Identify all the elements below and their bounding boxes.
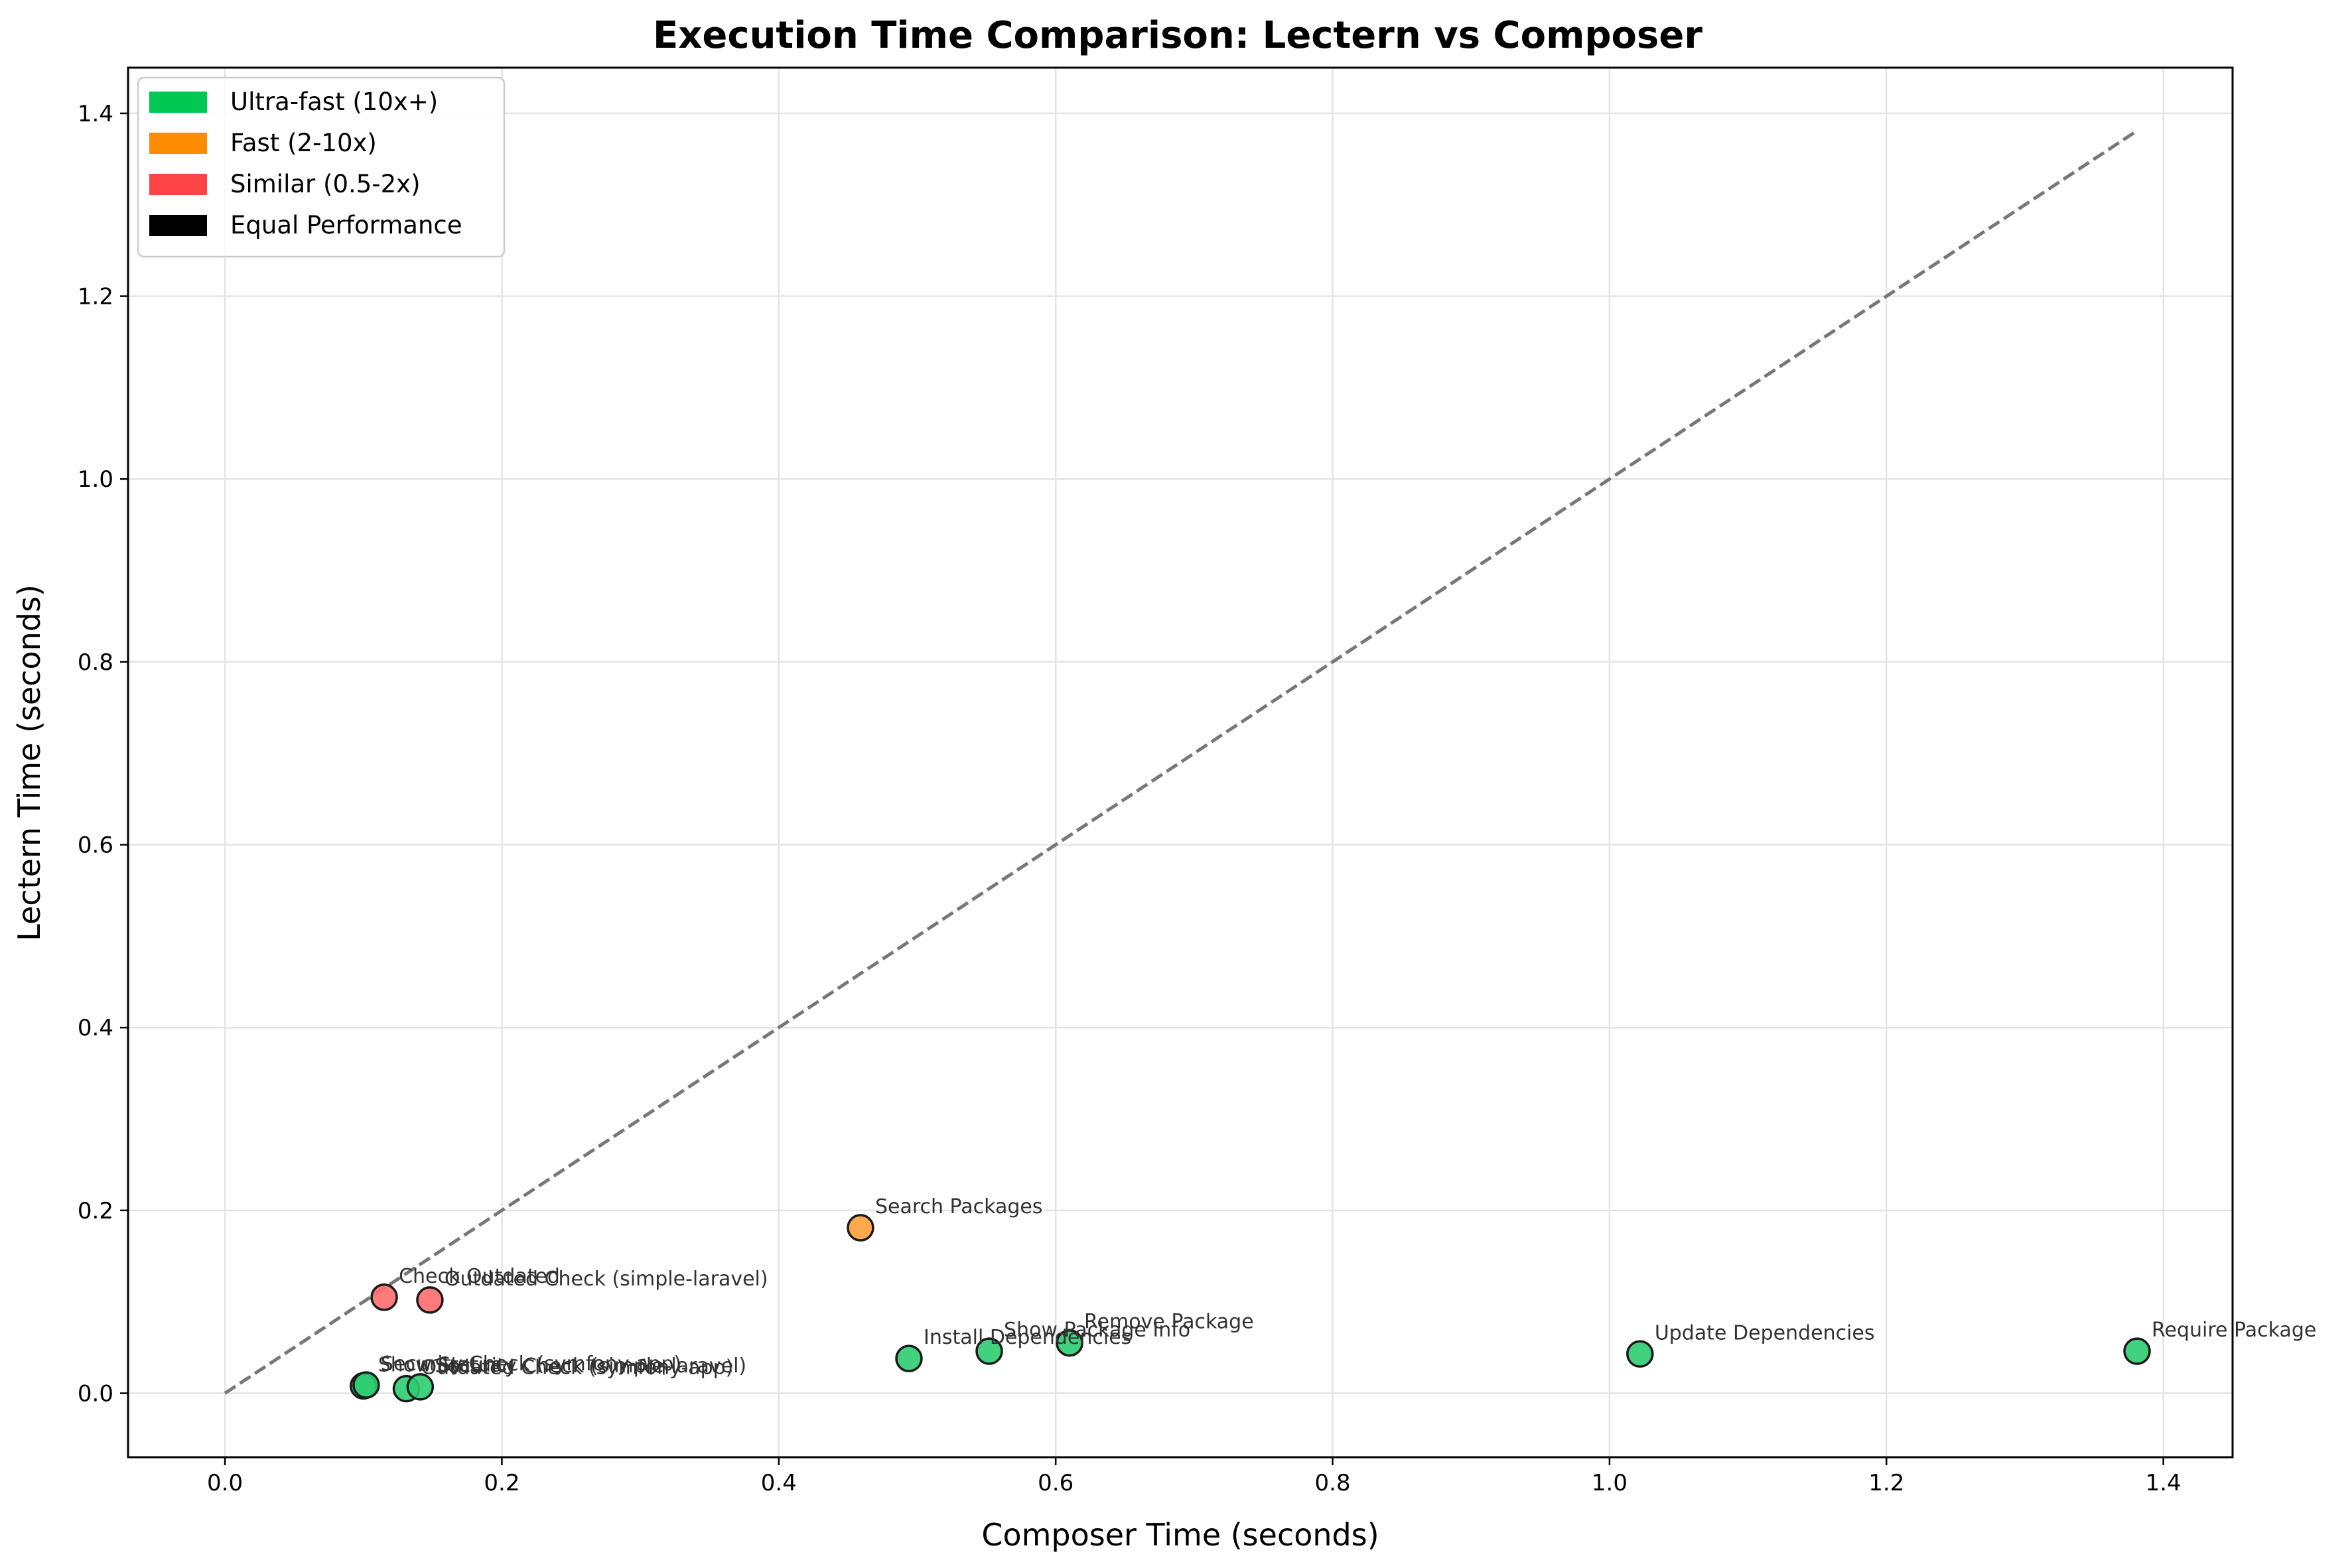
legend-swatch-similar-0-5-2x: [149, 174, 207, 195]
annotation-remove-package: Remove Package: [1084, 1311, 1254, 1334]
annotation-search-packages: Search Packages: [875, 1195, 1043, 1218]
point-security-check-simple-laravel: [406, 1373, 435, 1401]
point-show-package-info: [975, 1337, 1003, 1365]
legend: Ultra-fast (10x+) Fast (2-10x) Similar (0.…: [137, 76, 506, 258]
y-tick-label: 0.2: [78, 1198, 113, 1224]
point-remove-package: [1056, 1329, 1083, 1357]
legend-label-fast-2-10x: Fast (2-10x): [230, 129, 377, 157]
x-axis-label: Composer Time (seconds): [981, 1517, 1379, 1553]
annotation-outdated-check-symfony-app: Outdated Check (symfony-app): [421, 1356, 733, 1380]
annotation-security-check-simple-laravel: Security Check (simple-laravel): [435, 1354, 746, 1378]
annotation-outdated-check-simple-laravel: Outdated Check (simple-laravel): [445, 1268, 768, 1291]
legend-swatch-equal-performance: [149, 215, 207, 236]
x-tick-label: 1.2: [1868, 1470, 1904, 1496]
point-search-packages: [847, 1214, 874, 1242]
y-axis-label: Lectern Time (seconds): [11, 584, 47, 941]
point-outdated-check-simple-laravel: [416, 1286, 444, 1314]
legend-box: [137, 76, 506, 258]
equal-performance-line: [224, 130, 2137, 1395]
x-tick-label: 0.6: [1038, 1470, 1073, 1496]
y-tick-label: 0.8: [78, 649, 113, 676]
annotation-show-status: Show Status: [378, 1353, 502, 1376]
y-tick-label: 0.4: [78, 1015, 113, 1041]
grid-lines: [128, 68, 2233, 1457]
point-require-package: [2123, 1337, 2151, 1365]
legend-swatch-ultra-fast-10x: [149, 92, 207, 113]
chart-title: Execution Time Comparison: Lectern vs Co…: [653, 14, 1702, 57]
annotation-update-dependencies: Update Dependencies: [1655, 1321, 1875, 1344]
point-update-dependencies: [1626, 1340, 1654, 1368]
legend-entries: Ultra-fast (10x+) Fast (2-10x) Similar (0.…: [149, 88, 462, 239]
y-tick-label: 0.6: [78, 832, 113, 859]
x-axis-ticks: 0.0 0.2 0.4 0.6 0.8 1.0 1.2 1.4: [207, 1457, 2181, 1496]
legend-label-similar-0-5-2x: Similar (0.5-2x): [230, 170, 421, 198]
x-tick-label: 0.0: [207, 1470, 243, 1496]
legend-swatch-fast-2-10x: [149, 133, 207, 154]
x-tick-label: 1.4: [2146, 1470, 2181, 1496]
legend-label-ultra-fast-10x: Ultra-fast (10x+): [230, 88, 438, 116]
x-tick-label: 0.8: [1315, 1470, 1351, 1496]
x-tick-label: 1.0: [1592, 1470, 1627, 1496]
x-tick-label: 0.4: [761, 1470, 797, 1496]
legend-label-equal-performance: Equal Performance: [230, 211, 462, 239]
y-tick-label: 1.4: [78, 101, 113, 127]
point-check-outdated: [370, 1283, 398, 1311]
data-points: [350, 1214, 2151, 1403]
annotation-require-package: Require Package: [2152, 1319, 2316, 1342]
annotation-install-dependencies: Install Dependencies: [924, 1326, 1131, 1349]
plot-frame: [127, 66, 2234, 1459]
equal-performance-reference-line: [224, 130, 2137, 1395]
y-axis-ticks: 0.0 0.2 0.4 0.6 0.8 1.0 1.2 1.4: [78, 101, 128, 1407]
annotation-check-outdated: Check Outdated: [399, 1265, 560, 1288]
y-tick-label: 1.2: [78, 284, 113, 310]
point-install-dependencies: [895, 1344, 923, 1372]
point-security-check-symfony-app: [352, 1371, 380, 1399]
annotation-security-check-symfony-app: Security Check (symfony-app): [381, 1352, 681, 1376]
y-tick-label: 0.0: [78, 1381, 113, 1407]
x-tick-label: 0.2: [484, 1470, 519, 1496]
annotation-show-package-info: Show Package Info: [1004, 1319, 1190, 1342]
y-tick-label: 1.0: [78, 466, 113, 493]
